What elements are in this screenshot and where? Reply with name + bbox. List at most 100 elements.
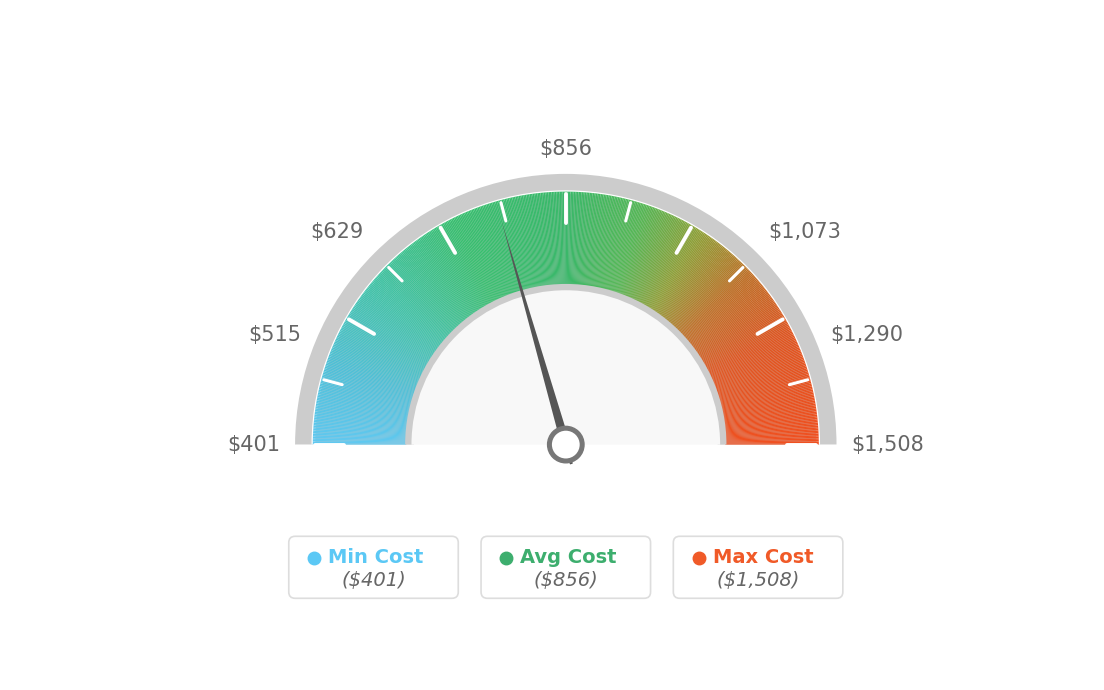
Wedge shape	[431, 230, 481, 310]
Wedge shape	[672, 257, 736, 327]
Wedge shape	[312, 433, 406, 439]
Wedge shape	[346, 319, 427, 366]
Wedge shape	[331, 348, 418, 385]
Wedge shape	[567, 192, 571, 285]
Wedge shape	[721, 386, 813, 409]
Wedge shape	[716, 364, 806, 395]
Wedge shape	[723, 408, 816, 423]
Wedge shape	[338, 333, 423, 375]
Wedge shape	[574, 192, 580, 286]
Wedge shape	[709, 331, 793, 374]
Wedge shape	[405, 284, 726, 444]
Wedge shape	[362, 293, 438, 350]
Wedge shape	[554, 192, 560, 286]
Wedge shape	[587, 194, 603, 287]
Wedge shape	[724, 411, 817, 424]
Wedge shape	[312, 437, 406, 441]
Wedge shape	[597, 197, 618, 288]
Wedge shape	[708, 328, 792, 372]
Wedge shape	[406, 248, 466, 321]
Text: $1,290: $1,290	[830, 325, 903, 345]
Wedge shape	[355, 302, 434, 356]
Wedge shape	[659, 239, 714, 315]
Wedge shape	[479, 206, 512, 295]
Wedge shape	[640, 221, 684, 304]
Wedge shape	[624, 209, 659, 297]
Wedge shape	[480, 206, 512, 295]
Wedge shape	[680, 269, 750, 335]
Wedge shape	[613, 203, 641, 293]
Text: ($856): ($856)	[533, 571, 598, 590]
Wedge shape	[720, 380, 810, 405]
Wedge shape	[463, 213, 501, 299]
Wedge shape	[421, 236, 476, 314]
Wedge shape	[629, 213, 668, 299]
Wedge shape	[678, 264, 745, 332]
Wedge shape	[703, 316, 784, 364]
Wedge shape	[718, 365, 806, 395]
Wedge shape	[427, 232, 479, 311]
Wedge shape	[350, 310, 431, 361]
Wedge shape	[320, 383, 411, 407]
Wedge shape	[459, 215, 500, 300]
Wedge shape	[314, 422, 407, 431]
Wedge shape	[669, 252, 731, 324]
Wedge shape	[401, 252, 463, 324]
Wedge shape	[325, 368, 414, 397]
Wedge shape	[570, 192, 574, 285]
Wedge shape	[656, 236, 711, 314]
Wedge shape	[616, 204, 647, 294]
Wedge shape	[490, 203, 519, 293]
FancyBboxPatch shape	[673, 536, 842, 598]
Wedge shape	[473, 209, 508, 297]
Wedge shape	[693, 293, 769, 350]
Wedge shape	[636, 218, 679, 302]
Wedge shape	[577, 193, 586, 286]
Wedge shape	[493, 201, 521, 292]
Wedge shape	[546, 193, 555, 286]
Wedge shape	[635, 217, 677, 302]
Wedge shape	[532, 194, 545, 286]
Wedge shape	[464, 213, 502, 299]
Wedge shape	[725, 443, 819, 444]
Wedge shape	[593, 195, 611, 288]
Wedge shape	[714, 351, 802, 387]
Wedge shape	[700, 308, 779, 359]
Wedge shape	[607, 200, 634, 291]
Wedge shape	[665, 246, 724, 321]
Wedge shape	[591, 195, 607, 287]
Wedge shape	[694, 296, 772, 352]
Wedge shape	[549, 192, 555, 286]
Wedge shape	[353, 306, 433, 358]
Wedge shape	[658, 238, 713, 315]
Wedge shape	[438, 225, 487, 307]
Wedge shape	[382, 269, 452, 335]
Wedge shape	[560, 192, 563, 285]
Wedge shape	[450, 219, 495, 303]
Wedge shape	[521, 195, 539, 288]
Wedge shape	[386, 264, 454, 332]
Wedge shape	[341, 327, 425, 371]
Wedge shape	[367, 287, 442, 346]
Wedge shape	[640, 221, 687, 304]
Wedge shape	[454, 217, 496, 302]
Wedge shape	[408, 246, 467, 320]
Wedge shape	[358, 299, 435, 354]
Wedge shape	[400, 253, 461, 324]
Wedge shape	[712, 346, 799, 383]
Wedge shape	[437, 226, 486, 308]
Wedge shape	[592, 195, 608, 288]
Wedge shape	[625, 210, 662, 297]
Wedge shape	[718, 369, 808, 398]
Wedge shape	[423, 235, 476, 313]
Wedge shape	[566, 192, 569, 285]
Wedge shape	[359, 297, 436, 353]
Wedge shape	[714, 353, 803, 388]
Wedge shape	[529, 194, 544, 287]
Wedge shape	[697, 301, 775, 355]
Wedge shape	[599, 197, 620, 289]
Wedge shape	[333, 344, 420, 382]
Wedge shape	[617, 205, 648, 294]
Wedge shape	[411, 244, 469, 319]
Wedge shape	[376, 276, 447, 339]
